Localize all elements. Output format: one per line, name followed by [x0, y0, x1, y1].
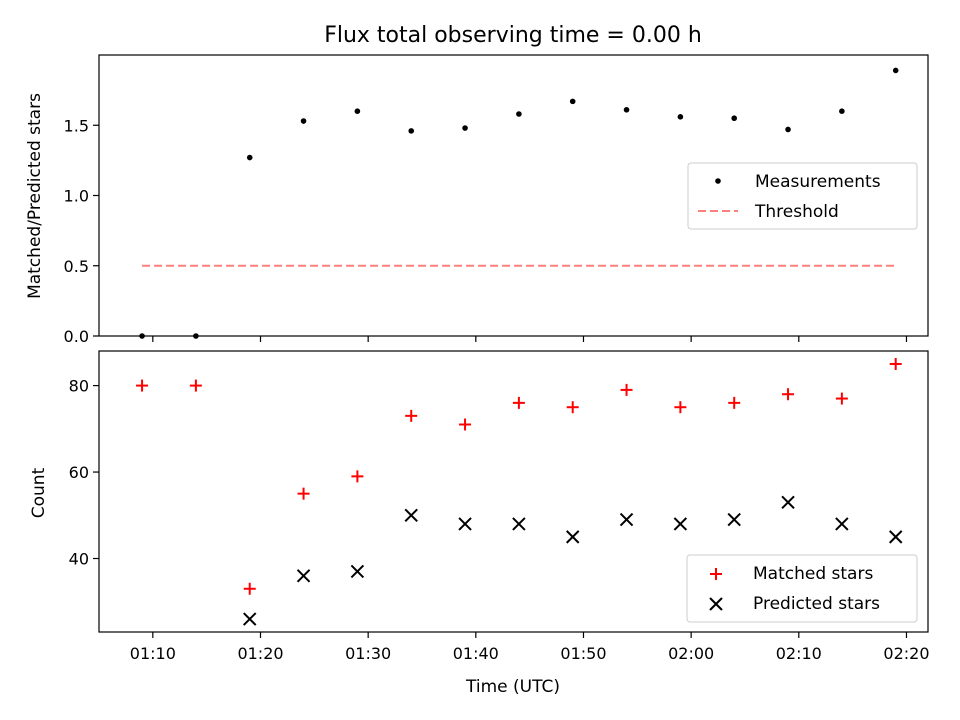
matched-stars-point	[566, 401, 579, 414]
matched-stars-point	[512, 396, 525, 409]
top-legend-box	[687, 162, 918, 230]
matched-stars-point	[728, 396, 741, 409]
predicted-stars-point	[888, 530, 903, 544]
predicted-stars-point	[404, 508, 418, 522]
predicted-stars-point	[243, 612, 257, 626]
bottom-x-tick-label: 02:10	[776, 644, 822, 663]
bottom-x-tick-label: 02:20	[883, 644, 929, 663]
bottom-x-tick-label: 01:30	[345, 644, 391, 663]
matched-stars-point	[674, 401, 687, 414]
measurement-point	[623, 106, 630, 113]
legend-marker-matched-stars	[710, 568, 722, 580]
legend-marker-measurements	[715, 178, 721, 184]
top-panel: Flux total observing time = 0.00 h Match…	[25, 23, 929, 346]
bottom-y-ticks: 40 60 80	[69, 377, 99, 569]
legend-marker-predicted-stars	[709, 597, 723, 611]
top-y-tick-label: 0.5	[64, 257, 89, 276]
predicted-stars-point	[296, 569, 311, 583]
matched-stars-point	[782, 388, 795, 401]
top-y-ticks: 0.0 0.5 1.0 1.5	[64, 116, 99, 346]
legend-label-measurements: Measurements	[755, 172, 881, 192]
legend-label-predicted-stars: Predicted stars	[753, 594, 880, 614]
predicted-stars-point	[673, 517, 688, 531]
matched-stars-point	[136, 379, 149, 392]
matched-stars-point	[189, 379, 202, 392]
matched-stars-point	[620, 383, 633, 396]
bottom-legend: Matched stars Predicted stars	[686, 554, 918, 623]
measurement-point	[408, 128, 415, 134]
measurement-point	[569, 98, 576, 105]
predicted-stars-point	[619, 512, 634, 527]
predicted-stars-point	[566, 530, 580, 544]
predicted-stars-point	[835, 517, 849, 531]
bottom-x-tick-label: 01:10	[130, 644, 176, 663]
predicted-stars-point	[458, 517, 472, 531]
predicted-stars-point	[350, 564, 365, 579]
measurement-point	[839, 108, 845, 114]
top-y-tick-label: 1.5	[64, 116, 89, 135]
bottom-y-tick-label: 80	[69, 377, 89, 396]
predicted-stars-point	[727, 512, 741, 527]
matched-stars-point	[889, 357, 902, 370]
bottom-x-tick-label: 01:20	[237, 644, 283, 663]
top-legend: Measurements Threshold	[687, 162, 918, 230]
measurement-point	[785, 126, 791, 133]
x-axis-label: Time (UTC)	[465, 677, 560, 697]
measurement-point	[354, 108, 361, 114]
bottom-plot-marks	[136, 357, 903, 626]
matched-stars-point	[459, 418, 472, 431]
top-y-axis-label: Matched/Predicted stars	[25, 93, 45, 299]
matched-stars-point	[351, 470, 364, 483]
measurement-point	[246, 154, 253, 161]
legend-label-threshold: Threshold	[754, 202, 839, 222]
predicted-stars-point	[512, 517, 526, 531]
bottom-x-ticks: 01:10 01:20 01:30 01:40 01:50 02:00 02:10 02:20	[130, 632, 930, 663]
bottom-x-tick-label: 02:00	[668, 644, 714, 663]
bottom-x-tick-label: 01:40	[453, 644, 499, 663]
measurement-point	[139, 333, 145, 339]
top-y-tick-label: 1.0	[64, 187, 89, 206]
measurement-point	[300, 118, 307, 124]
measurement-point	[731, 115, 738, 122]
bottom-y-tick-label: 60	[69, 463, 89, 482]
chart-title: Flux total observing time = 0.00 h	[324, 23, 702, 48]
matched-stars-point	[405, 409, 418, 422]
measurement-point	[516, 111, 522, 117]
bottom-y-axis-label: Count	[29, 467, 49, 518]
bottom-y-tick-label: 40	[69, 550, 89, 569]
top-x-ticks	[152, 336, 908, 342]
legend-label-matched-stars: Matched stars	[753, 564, 873, 584]
bottom-plot-frame	[98, 350, 929, 633]
predicted-stars-point	[781, 495, 795, 510]
top-plot-marks	[139, 67, 899, 339]
top-y-tick-label: 0.0	[64, 327, 89, 346]
bottom-legend-box	[686, 554, 918, 623]
measurement-point	[462, 125, 468, 131]
matched-stars-point	[297, 487, 310, 500]
measurement-point	[677, 114, 684, 120]
measurement-point	[892, 67, 899, 74]
matched-stars-point	[243, 582, 256, 595]
bottom-x-tick-label: 01:50	[560, 644, 606, 663]
measurement-point	[193, 333, 199, 339]
matched-stars-point	[835, 392, 848, 405]
